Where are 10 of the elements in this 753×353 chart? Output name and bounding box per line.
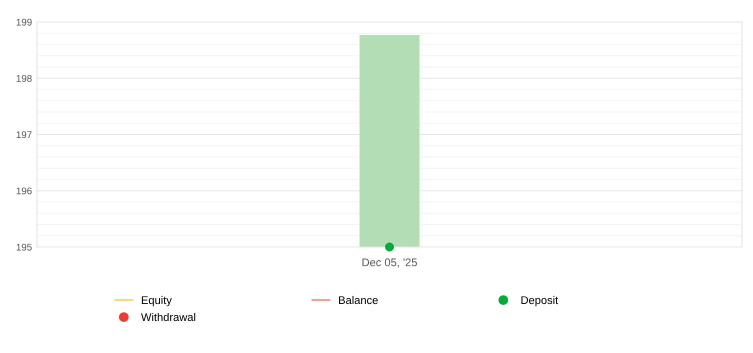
x-tick-label: Dec 05, '25 bbox=[362, 258, 417, 268]
y-tick-label: 197 bbox=[16, 131, 32, 138]
legend-label: Withdrawal bbox=[141, 312, 196, 322]
legend-label: Equity bbox=[142, 296, 172, 306]
y-tick-label: 198 bbox=[16, 74, 32, 82]
legend-label: Balance bbox=[339, 296, 378, 304]
y-tick-label: 199 bbox=[16, 18, 32, 26]
y-tick-label: 196 bbox=[16, 187, 32, 194]
legend-label: Deposit bbox=[521, 296, 558, 306]
y-tick-label: 195 bbox=[16, 244, 32, 251]
